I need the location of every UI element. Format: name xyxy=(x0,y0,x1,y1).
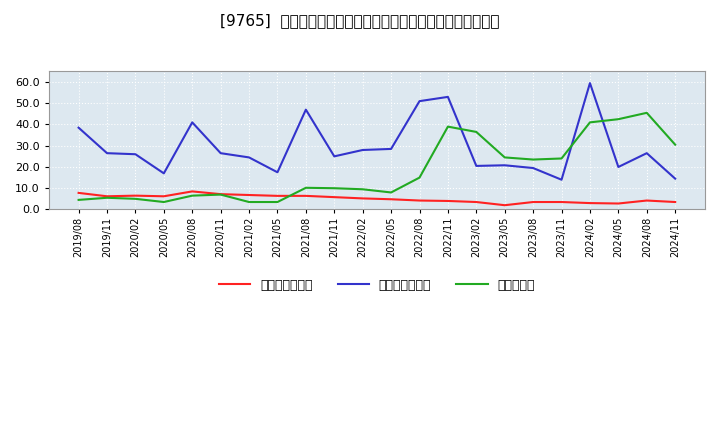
売上債権回転率 xyxy=(302,193,310,198)
買入債務回転率 xyxy=(245,155,253,160)
在庫回転率 xyxy=(557,156,566,161)
買入債務回転率 xyxy=(557,177,566,182)
在庫回転率 xyxy=(585,120,594,125)
売上債権回転率 xyxy=(614,201,623,206)
在庫回転率 xyxy=(131,196,140,202)
在庫回転率 xyxy=(472,129,481,135)
在庫回転率 xyxy=(528,157,537,162)
在庫回転率 xyxy=(500,155,509,160)
売上債権回転率 xyxy=(415,198,424,203)
Legend: 売上債権回転率, 買入債務回転率, 在庫回転率: 売上債権回転率, 買入債務回転率, 在庫回転率 xyxy=(214,274,540,297)
売上債権回転率 xyxy=(188,189,197,194)
在庫回転率 xyxy=(245,199,253,205)
売上債権回転率 xyxy=(557,199,566,205)
売上債権回転率 xyxy=(74,190,83,195)
在庫回転率 xyxy=(188,193,197,198)
売上債権回転率 xyxy=(444,198,452,204)
在庫回転率 xyxy=(103,195,112,200)
在庫回転率 xyxy=(302,185,310,191)
Line: 在庫回転率: 在庫回転率 xyxy=(78,113,675,202)
買入債務回転率 xyxy=(302,107,310,112)
売上債権回転率 xyxy=(273,193,282,198)
買入債務回転率 xyxy=(614,164,623,169)
在庫回転率 xyxy=(273,199,282,205)
在庫回転率 xyxy=(642,110,651,115)
売上債権回転率 xyxy=(103,194,112,199)
売上債権回転率 xyxy=(131,193,140,198)
在庫回転率 xyxy=(415,175,424,180)
在庫回転率 xyxy=(387,190,395,195)
買入債務回転率 xyxy=(528,165,537,171)
買入債務回転率 xyxy=(330,154,338,159)
売上債権回転率 xyxy=(500,202,509,208)
買入債務回転率 xyxy=(642,150,651,156)
Line: 売上債権回転率: 売上債権回転率 xyxy=(78,191,675,205)
買入債務回転率 xyxy=(500,163,509,168)
在庫回転率 xyxy=(330,186,338,191)
売上債権回転率 xyxy=(585,201,594,206)
買入債務回転率 xyxy=(671,176,680,181)
在庫回転率 xyxy=(671,142,680,147)
在庫回転率 xyxy=(614,117,623,122)
買入債務回転率 xyxy=(160,171,168,176)
在庫回転率 xyxy=(160,199,168,205)
買入債務回転率 xyxy=(103,150,112,156)
買入債務回転率 xyxy=(585,81,594,86)
買入債務回転率 xyxy=(188,120,197,125)
買入債務回転率 xyxy=(387,146,395,151)
買入債務回転率 xyxy=(74,125,83,130)
売上債権回転率 xyxy=(528,199,537,205)
Line: 買入債務回転率: 買入債務回転率 xyxy=(78,83,675,180)
売上債権回転率 xyxy=(359,196,367,201)
在庫回転率 xyxy=(216,192,225,197)
売上債権回転率 xyxy=(387,197,395,202)
買入債務回転率 xyxy=(359,147,367,153)
買入債務回転率 xyxy=(131,152,140,157)
買入債務回転率 xyxy=(472,163,481,169)
買入債務回転率 xyxy=(273,170,282,175)
売上債権回転率 xyxy=(642,198,651,203)
在庫回転率 xyxy=(74,197,83,202)
買入債務回転率 xyxy=(415,99,424,104)
在庫回転率 xyxy=(444,124,452,129)
売上債権回転率 xyxy=(330,194,338,200)
Text: [9765]  売上債権回転率、買入債務回転率、在庫回転率の推移: [9765] 売上債権回転率、買入債務回転率、在庫回転率の推移 xyxy=(220,13,500,28)
売上債権回転率 xyxy=(671,199,680,205)
売上債権回転率 xyxy=(160,194,168,199)
売上債権回転率 xyxy=(216,191,225,197)
買入債務回転率 xyxy=(216,150,225,156)
買入債務回転率 xyxy=(444,94,452,99)
売上債権回転率 xyxy=(245,192,253,198)
売上債権回転率 xyxy=(472,199,481,205)
在庫回転率 xyxy=(359,187,367,192)
